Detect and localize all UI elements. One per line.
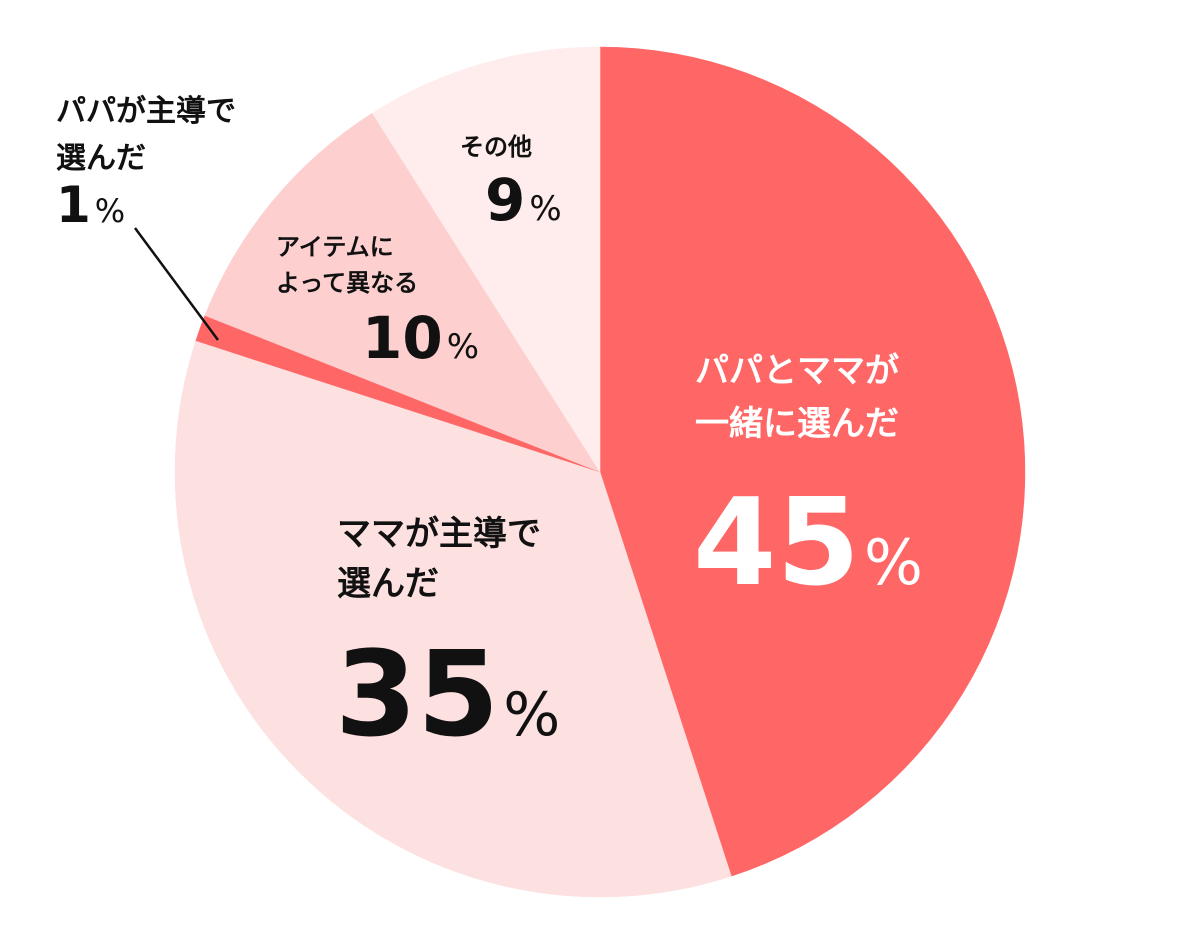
slice-label-0-line-1: 一緒に選んだ <box>695 404 899 444</box>
slice-value-0: 45% <box>693 474 923 613</box>
slice-label-2-line-1: 選んだ <box>56 141 146 176</box>
slice-label-0-line-0: パパとママが <box>695 351 899 391</box>
pie-slice-3 <box>204 112 601 473</box>
slice-label-3-line-1: よって異なる <box>276 269 418 297</box>
slice-value-3: 10% <box>362 304 479 372</box>
slice-label-3-line-0: アイテムに <box>276 233 394 261</box>
slice-label-2-line-0: パパが主導で <box>56 94 236 129</box>
pie-slice-1 <box>174 340 732 898</box>
slice-value-4: 9% <box>485 166 562 234</box>
pie-slice-4 <box>371 46 601 473</box>
slice-label-1-line-1: 選んだ <box>337 564 439 604</box>
slice-value-2: 1% <box>56 176 125 234</box>
leader-line <box>133 227 220 341</box>
slice-label-1-line-0: ママが主導で <box>337 514 541 554</box>
slice-value-1: 35% <box>335 625 560 763</box>
pie-slice-0 <box>599 46 1026 877</box>
slice-label-4-line-0: その他 <box>460 133 532 161</box>
